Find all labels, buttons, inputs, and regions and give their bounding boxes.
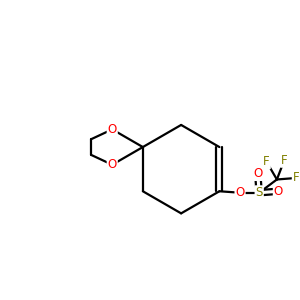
Text: F: F	[263, 155, 270, 168]
Text: F: F	[281, 154, 288, 167]
Text: F: F	[293, 172, 299, 184]
Text: O: O	[236, 186, 245, 199]
Text: O: O	[274, 185, 283, 198]
Text: O: O	[253, 167, 262, 180]
Text: O: O	[108, 123, 117, 136]
Text: O: O	[108, 158, 117, 171]
Text: S: S	[256, 186, 263, 199]
